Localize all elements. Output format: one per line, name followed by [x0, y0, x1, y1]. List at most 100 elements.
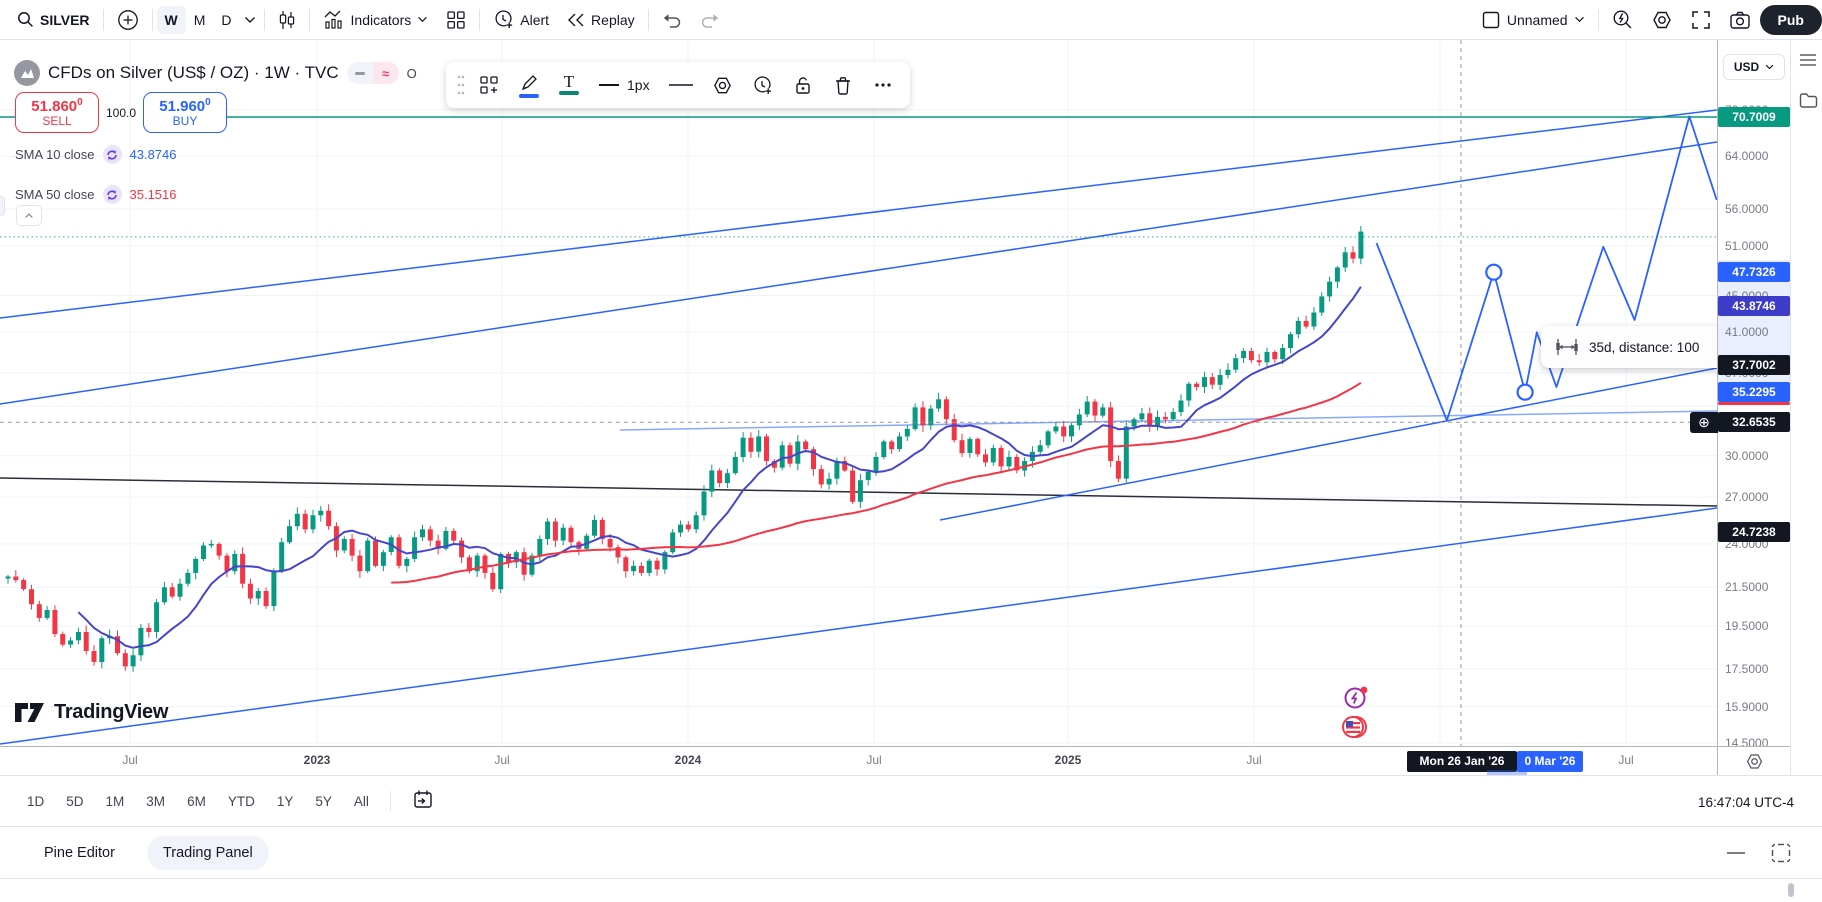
top-toolbar: SILVER W M D — [0, 0, 1822, 40]
time-tick-label: Jul — [866, 753, 882, 767]
alert-clock-plus-icon — [493, 9, 514, 30]
watchlist-folder-icon[interactable] — [1799, 92, 1818, 114]
text-color-button[interactable]: T — [550, 66, 588, 104]
go-to-date-button[interactable] — [403, 784, 443, 818]
add-alert-button[interactable] — [744, 66, 782, 104]
range-button-1m[interactable]: 1M — [105, 793, 125, 809]
expand-panel-icon[interactable] — [1770, 842, 1792, 864]
grid-layout-icon — [446, 10, 466, 30]
symbol-name: SILVER — [40, 11, 90, 28]
range-button-ytd[interactable]: YTD — [227, 793, 255, 809]
interval-day-button[interactable]: D — [221, 11, 232, 28]
symbol-legend: CFDs on Silver (US$ / OZ) · 1W · TVC ≈ O — [14, 60, 417, 86]
price-axis-badge: 43.8746 — [1718, 295, 1790, 316]
time-axis[interactable]: Jul 2023 Jul 2024 Jul 2025 Jul Jul Mon 26 Jan '… — [0, 746, 1790, 776]
range-button-1d[interactable]: 1D — [27, 793, 45, 809]
indicators-button[interactable]: Indicators — [314, 4, 438, 36]
us-economic-event-icon[interactable] — [1341, 714, 1367, 740]
delayed-data-icon: ≈ — [372, 62, 399, 84]
undo-button[interactable] — [653, 4, 691, 36]
delete-button[interactable] — [824, 66, 862, 104]
indicator-templates-button[interactable] — [437, 4, 475, 36]
range-button-all[interactable]: All — [353, 793, 369, 809]
add-alert-plus-button[interactable]: ⊕ — [1690, 412, 1718, 433]
legend-collapse-button[interactable] — [16, 205, 42, 226]
sma10-value: 43.8746 — [129, 147, 177, 162]
line-width-button[interactable]: 1px — [599, 77, 650, 93]
divider — [263, 8, 265, 31]
divider — [479, 8, 481, 31]
sma10-legend-row[interactable]: SMA 10 close 43.8746 — [15, 145, 177, 164]
market-status-chips[interactable]: ≈ — [346, 62, 399, 84]
interval-dropdown-button[interactable] — [240, 4, 260, 36]
layout-square-icon — [1481, 10, 1501, 30]
screenshot-button[interactable] — [1720, 4, 1760, 36]
price-tick-label: 21.5000 — [1725, 580, 1769, 595]
currency-dropdown[interactable]: USD — [1723, 54, 1785, 80]
drawing-settings-button[interactable] — [704, 66, 742, 104]
tab-pine-editor[interactable]: Pine Editor — [44, 844, 115, 861]
interval-week-button[interactable]: W — [156, 5, 186, 34]
buy-button[interactable]: 51.9600 BUY — [143, 92, 227, 133]
divider — [389, 791, 391, 811]
sell-button[interactable]: 51.8600 SELL — [15, 92, 99, 133]
publish-button[interactable]: Pub — [1759, 4, 1822, 35]
undo-icon — [662, 11, 682, 29]
sma50-value: 35.1516 — [129, 187, 177, 202]
chart-title[interactable]: CFDs on Silver (US$ / OZ) · 1W · TVC — [48, 63, 339, 82]
redo-icon — [700, 11, 720, 29]
tab-trading-panel[interactable]: Trading Panel — [146, 835, 269, 870]
price-axis[interactable]: 72.000064.000056.000051.000045.000041.00… — [1717, 40, 1790, 750]
ohlc-readout-partial: O — [406, 65, 417, 81]
layout-select-button[interactable]: Unnamed — [1472, 4, 1594, 36]
range-button-6m[interactable]: 6M — [187, 793, 206, 809]
template-button[interactable] — [470, 66, 508, 104]
session-clock[interactable]: 16:47:04 UTC-4 — [1697, 794, 1794, 810]
long-support — [0, 507, 1717, 745]
divider — [151, 8, 153, 31]
range-button-1y[interactable]: 1Y — [276, 793, 294, 809]
time-axis-settings — [1717, 747, 1790, 776]
replay-button[interactable]: Replay — [558, 4, 644, 36]
lock-button[interactable] — [784, 66, 822, 104]
price-tick-label: 30.0000 — [1725, 448, 1769, 463]
redo-button[interactable] — [691, 4, 729, 36]
object-tree-icon[interactable] — [1799, 52, 1817, 73]
range-button-3m[interactable]: 3M — [146, 793, 166, 809]
chevron-down-icon — [244, 16, 256, 24]
fullscreen-button[interactable] — [1682, 4, 1720, 36]
line-style-button[interactable] — [660, 66, 702, 104]
line-color-button[interactable] — [510, 66, 548, 104]
chevron-down-icon — [1574, 16, 1585, 23]
price-tick-label: 64.0000 — [1725, 149, 1769, 164]
hexagon-gear-icon[interactable] — [1745, 752, 1764, 771]
chart-canvas[interactable] — [0, 40, 1717, 746]
chart-pane[interactable]: CFDs on Silver (US$ / OZ) · 1W · TVC ≈ O… — [0, 40, 1717, 746]
range-button-5d[interactable]: 5D — [66, 793, 84, 809]
settings-button[interactable] — [1642, 4, 1682, 36]
bar-distance-icon — [1555, 339, 1579, 355]
price-tick-label: 19.5000 — [1725, 618, 1769, 633]
toolbar-drag-handle[interactable] — [454, 66, 468, 104]
search-icon — [17, 11, 34, 28]
bottom-strip — [0, 879, 1822, 902]
rising-wedge-upper — [0, 109, 1717, 319]
news-event-icon[interactable] — [1343, 684, 1369, 710]
scrollbar-thumb[interactable] — [1788, 883, 1794, 897]
market-closed-icon — [346, 62, 373, 84]
interval-month-button[interactable]: M — [193, 11, 206, 28]
compare-add-button[interactable] — [108, 4, 148, 36]
chart-style-button[interactable] — [269, 4, 305, 36]
quick-search-button[interactable] — [1603, 4, 1642, 36]
color-swatch-blue — [519, 93, 539, 98]
alert-button[interactable]: Alert — [484, 4, 558, 36]
tradingview-watermark[interactable]: TradingView — [14, 700, 168, 725]
more-options-button[interactable] — [864, 66, 902, 104]
range-button-5y[interactable]: 5Y — [315, 793, 332, 809]
sma50-legend-row[interactable]: SMA 50 close 35.1516 — [15, 185, 177, 204]
minimize-panel-icon[interactable] — [1726, 851, 1746, 855]
divider — [102, 8, 104, 31]
price-tick-label: 56.0000 — [1725, 202, 1769, 217]
price-tick-label: 27.0000 — [1725, 490, 1769, 505]
symbol-search-button[interactable]: SILVER — [8, 4, 99, 36]
